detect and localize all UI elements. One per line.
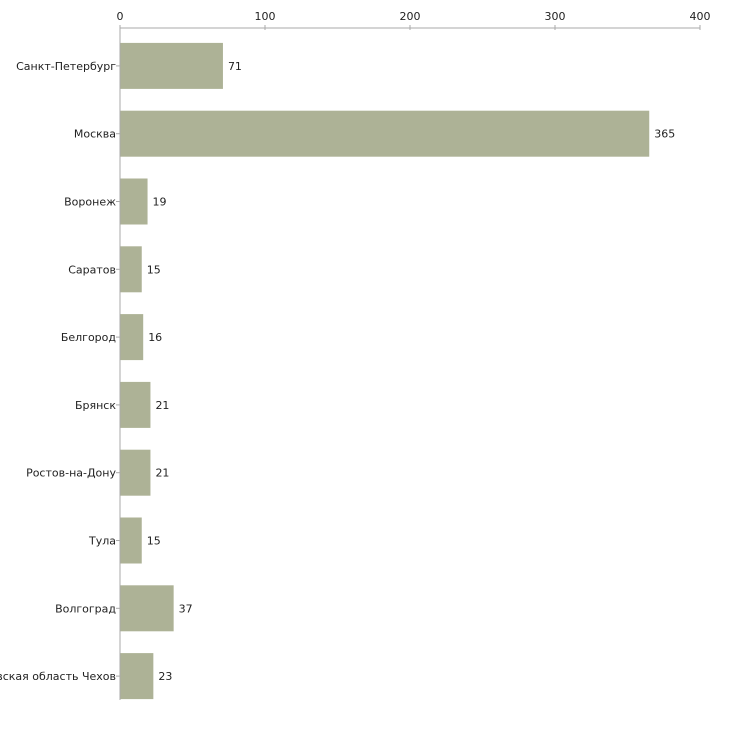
value-label: 21 [155,399,169,412]
value-label: 23 [158,670,172,683]
category-label: Белгород [61,331,117,344]
category-label: Санкт-Петербург [16,60,116,73]
bar [120,178,148,225]
category-label: Брянск [75,399,116,412]
category-label: Ростов-на-Дону [26,467,116,480]
category-label: Тула [88,535,116,548]
x-tick-label: 300 [545,10,566,23]
category-label: Москва [74,128,116,141]
bar [120,246,142,293]
bar [120,517,142,564]
category-label: Московская область Чехов [0,670,116,683]
category-label: Воронеж [64,196,116,209]
x-tick-label: 200 [400,10,421,23]
bar [120,42,223,89]
bar [120,449,151,496]
value-label: 19 [153,196,167,209]
category-label: Волгоград [55,602,116,615]
value-label: 16 [148,331,162,344]
value-label: 71 [228,60,242,73]
value-label: 21 [155,467,169,480]
bar [120,653,154,700]
value-label: 15 [147,263,161,276]
value-label: 15 [147,535,161,548]
bar [120,110,650,157]
bar [120,314,144,361]
bar [120,585,174,632]
x-tick-label: 100 [255,10,276,23]
value-label: 37 [179,602,193,615]
value-label: 365 [654,128,675,141]
x-tick-label: 400 [690,10,711,23]
x-tick-label: 0 [117,10,124,23]
bar [120,381,151,428]
category-label: Саратов [68,263,116,276]
